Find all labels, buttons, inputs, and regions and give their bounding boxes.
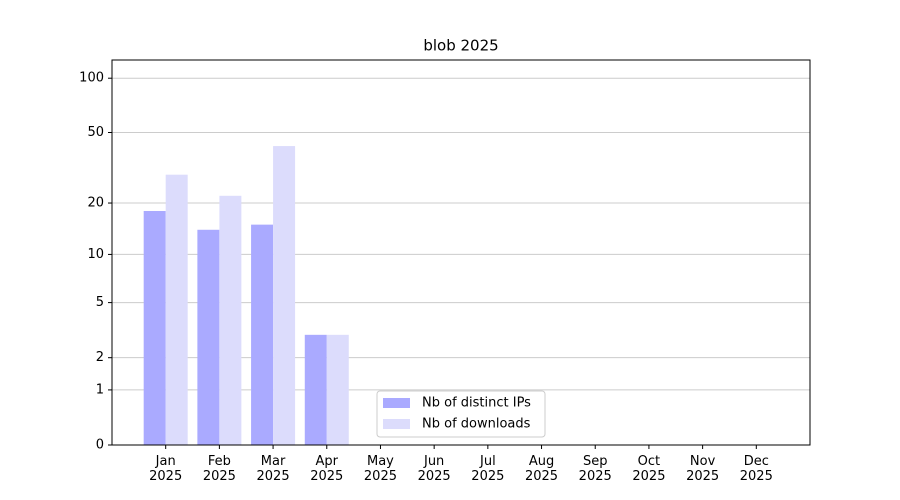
legend-label: Nb of distinct IPs — [422, 396, 531, 411]
x-tick-label: Apr 2025 — [310, 454, 344, 484]
chart-title: blob 2025 — [423, 37, 498, 55]
y-tick-label: 5 — [96, 295, 104, 310]
bar — [143, 210, 166, 445]
x-tick-label: Sep 2025 — [578, 454, 612, 484]
bar — [304, 334, 327, 445]
legend-label: Nb of downloads — [422, 417, 531, 432]
x-tick-label: Aug 2025 — [524, 454, 559, 484]
bar — [165, 174, 188, 445]
plot-frame — [111, 59, 811, 446]
y-tick-label: 2 — [96, 350, 104, 365]
x-tick-label: Oct 2025 — [632, 454, 666, 484]
legend-swatch — [383, 398, 410, 408]
x-tick-label: Nov 2025 — [686, 454, 720, 484]
x-tick-label: Jul 2025 — [471, 454, 505, 484]
x-tick-label: May 2025 — [363, 454, 397, 484]
y-tick-label: 1 — [96, 382, 104, 397]
bar — [326, 334, 349, 445]
x-tick-label: Dec 2025 — [739, 454, 773, 484]
y-tick-label: 50 — [87, 125, 104, 140]
bar — [219, 195, 242, 445]
y-tick-label: 10 — [87, 247, 104, 262]
y-tick-label: 20 — [87, 196, 104, 211]
bar — [251, 224, 274, 445]
x-tick-label: Jan 2025 — [149, 454, 183, 484]
x-tick-label: Mar 2025 — [256, 454, 290, 484]
legend-swatch — [383, 419, 410, 429]
legend: Nb of distinct IPs Nb of downloads — [376, 390, 546, 438]
bar — [197, 229, 220, 445]
x-tick-label: Jun 2025 — [417, 454, 451, 484]
bar — [273, 146, 296, 445]
y-tick-label: 100 — [79, 71, 104, 86]
x-tick-label: Feb 2025 — [202, 454, 236, 484]
legend-frame — [376, 390, 546, 438]
y-tick-label: 0 — [96, 438, 104, 453]
